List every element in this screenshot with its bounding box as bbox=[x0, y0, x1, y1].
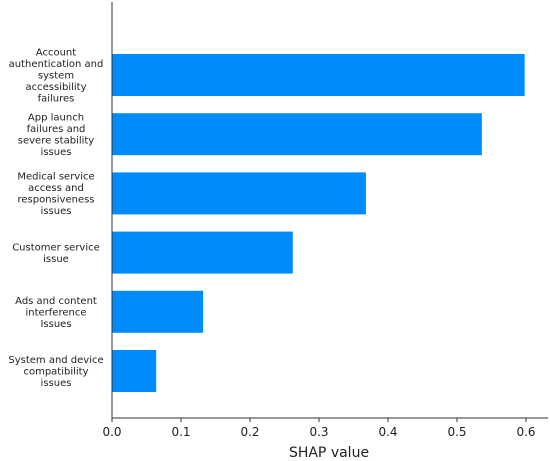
category-label-line: accessibility bbox=[26, 82, 87, 93]
bars-group bbox=[112, 54, 525, 392]
x-tick-label: 0.3 bbox=[309, 425, 328, 439]
bar-3 bbox=[112, 172, 366, 215]
x-tick-label: 0.6 bbox=[516, 425, 535, 439]
category-label-line: system bbox=[38, 71, 74, 82]
x-axis-title: SHAP value bbox=[289, 445, 369, 461]
category-label-line: access and bbox=[28, 183, 84, 194]
category-label-line: failures bbox=[38, 94, 75, 105]
category-label-1: Account authentication and system accessibi… bbox=[9, 48, 104, 105]
bar-6 bbox=[112, 350, 157, 392]
category-label-line: failures and bbox=[27, 124, 86, 135]
category-label-line: severe stability bbox=[18, 135, 95, 146]
category-label-line: issues bbox=[41, 147, 72, 158]
category-label-line: App launch bbox=[28, 112, 84, 123]
category-label-5: Ads and content interference Issues bbox=[15, 296, 97, 330]
bar-2 bbox=[112, 113, 482, 156]
category-label-line: Account bbox=[36, 48, 76, 59]
category-label-line: System and device bbox=[8, 355, 103, 366]
bar-1 bbox=[112, 54, 525, 96]
x-tick-label: 0.4 bbox=[378, 425, 397, 439]
x-tick-label: 0.5 bbox=[447, 425, 466, 439]
category-label-line: interference bbox=[25, 307, 86, 318]
category-label-line: responsiveness bbox=[17, 195, 94, 206]
category-label-line: Medical service bbox=[17, 172, 94, 183]
x-tick-label: 0.0 bbox=[102, 425, 121, 439]
category-label-3: Medical service access and responsiveness i… bbox=[17, 172, 94, 218]
category-label-line: issues bbox=[41, 206, 72, 217]
category-label-line: issue bbox=[43, 254, 69, 265]
category-label-line: authentication and bbox=[9, 59, 104, 70]
category-labels: Account authentication and system accessibi… bbox=[8, 48, 103, 390]
category-label-line: Ads and content bbox=[15, 296, 97, 307]
x-tick-label: 0.2 bbox=[240, 425, 259, 439]
category-label-line: Issues bbox=[40, 319, 71, 330]
axes-group: 0.0 0.1 0.2 0.3 0.4 0.5 0.6 bbox=[102, 2, 548, 439]
x-tick-label: 0.1 bbox=[171, 425, 190, 439]
category-label-line: Customer service bbox=[12, 242, 100, 253]
bar-4 bbox=[112, 231, 293, 274]
bar-5 bbox=[112, 290, 204, 333]
category-label-line: compatibility bbox=[23, 367, 88, 378]
category-label-line: issues bbox=[41, 378, 72, 389]
category-label-6: System and device compatibility issues bbox=[8, 355, 103, 389]
category-label-2: App launch failures and severe stability is… bbox=[18, 112, 95, 158]
category-label-4: Customer service issue bbox=[12, 242, 100, 265]
